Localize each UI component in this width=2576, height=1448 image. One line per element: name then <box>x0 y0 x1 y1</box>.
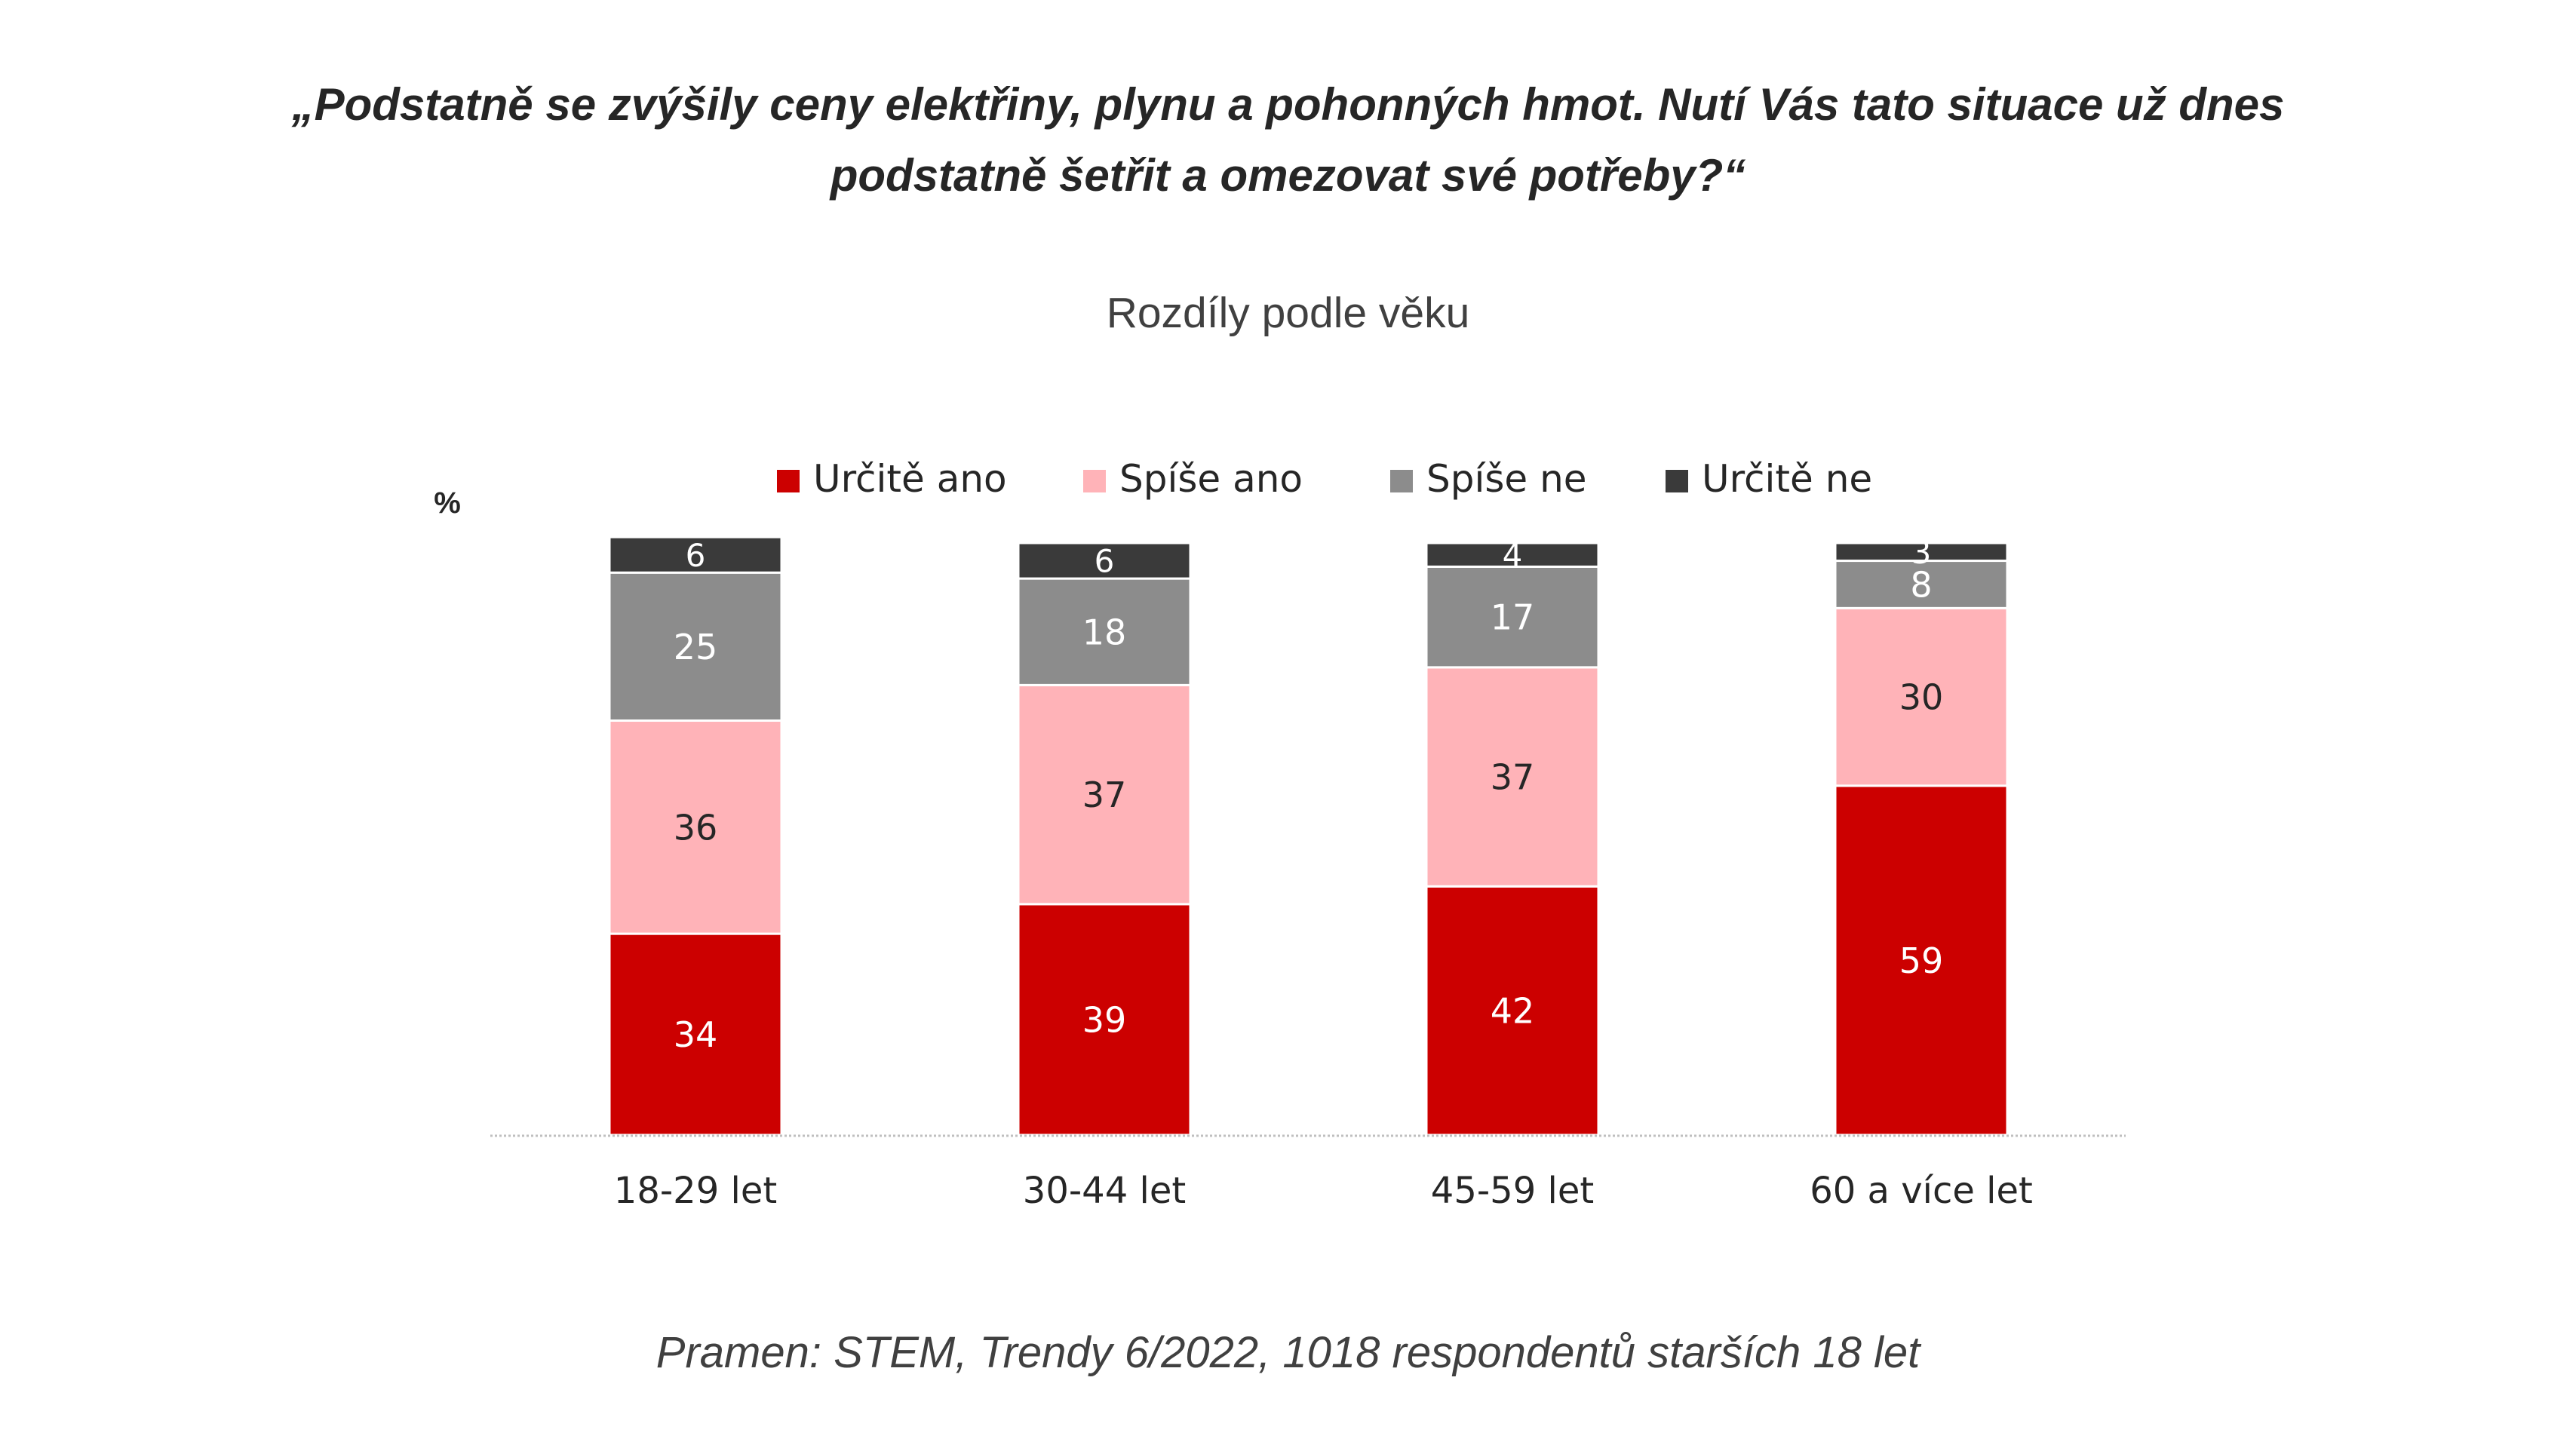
bar-segment <box>608 719 783 935</box>
source-note: Pramen: STEM, Trendy 6/2022, 1018 respon… <box>656 1328 1920 1377</box>
data-label: 42 <box>1491 991 1535 1032</box>
bar-segment <box>1017 683 1192 906</box>
legend-label: Spíše ano <box>1119 457 1303 501</box>
chart-question: „Podstatně se zvýšily ceny elektřiny, pl… <box>0 69 2576 211</box>
bar-segment <box>1834 541 2009 563</box>
bar-segment <box>1834 784 2009 1137</box>
unit-label: % <box>434 486 461 520</box>
x-tick-label: 30-44 let <box>1023 1170 1186 1212</box>
bar-segment <box>1425 666 1600 888</box>
data-label: 36 <box>674 807 718 848</box>
data-label: 6 <box>1095 543 1115 580</box>
data-label: 3 <box>1911 534 1932 571</box>
x-tick-label: 18-29 let <box>614 1170 777 1212</box>
legend-label: Určitě ne <box>1702 457 1872 501</box>
legend-swatch <box>1390 470 1413 492</box>
data-label: 18 <box>1082 612 1127 652</box>
legend-swatch <box>1666 470 1688 492</box>
legend-swatch <box>777 470 800 492</box>
data-label: 37 <box>1491 757 1535 798</box>
data-label: 6 <box>686 537 706 574</box>
chart-subtitle: Rozdíly podle věku <box>1106 289 1470 337</box>
bar-segment <box>1834 560 2009 609</box>
data-label: 34 <box>674 1014 718 1055</box>
legend-swatch <box>1083 470 1106 492</box>
question-line-1: „Podstatně se zvýšily ceny elektřiny, pl… <box>291 79 2285 130</box>
data-label: 8 <box>1910 565 1932 606</box>
data-label: 59 <box>1899 940 1944 981</box>
question-line-2: podstatně šetřit a omezovat své potřeby?… <box>830 150 1746 201</box>
data-label: 30 <box>1899 677 1944 718</box>
x-tick-label: 60 a více let <box>1810 1170 2033 1212</box>
bar-segment <box>1425 541 1600 568</box>
legend-label: Určitě ano <box>813 457 1007 501</box>
bar-segment <box>1834 606 2009 787</box>
bar-segment <box>1017 903 1192 1137</box>
data-label: 25 <box>674 627 718 667</box>
data-label: 17 <box>1491 597 1535 638</box>
data-label: 39 <box>1082 999 1127 1040</box>
bar-segment <box>608 932 783 1137</box>
bar-segment <box>608 535 783 574</box>
bar-segment <box>1017 541 1192 580</box>
x-tick-label: 45-59 let <box>1431 1170 1594 1212</box>
legend-label: Spíše ne <box>1426 457 1587 501</box>
bar-segment <box>1425 885 1600 1137</box>
data-label: 37 <box>1082 775 1127 815</box>
data-label: 4 <box>1503 537 1523 574</box>
bar-segment <box>608 571 783 722</box>
